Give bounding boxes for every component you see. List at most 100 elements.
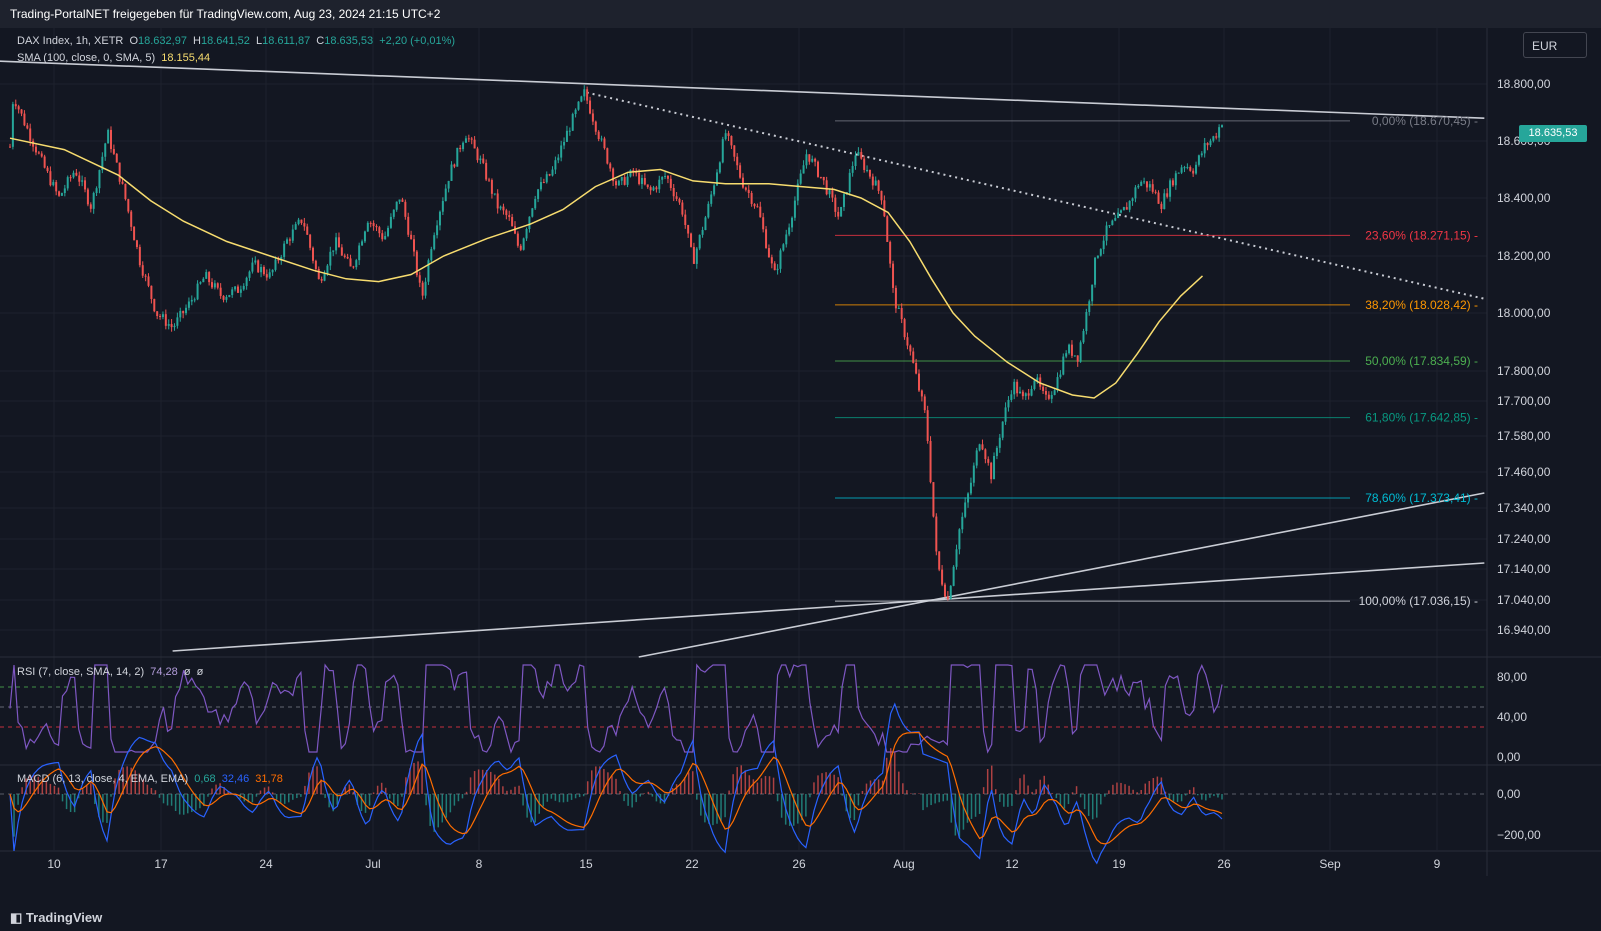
candle-body [603,138,606,149]
candle-body [698,234,701,249]
candle-body [998,437,1001,448]
candle-body [262,267,265,275]
trendlines [0,60,1485,658]
candle-body [1088,301,1091,313]
candle-body [765,229,768,249]
candle-body [993,455,996,480]
candle-body [430,249,433,261]
candle-body [629,170,632,177]
candle-body [747,189,750,193]
candle-body [825,180,828,195]
candle-body [300,219,303,224]
candle-body [499,206,502,209]
candle-body [1039,377,1042,387]
candle-body [378,227,381,234]
candle-body [1166,193,1169,197]
candle-body [594,121,597,132]
time-tick-label: 12 [1005,857,1019,871]
candle-body [401,199,404,202]
time-tick-label: 26 [792,857,806,871]
candle-body [450,164,453,181]
candle-body [949,585,952,599]
candle-body [915,362,918,374]
candle-body [104,143,107,157]
candle-body [525,228,528,239]
currency-button[interactable]: EUR [1523,32,1587,58]
candle-body [355,260,358,268]
candle-body [124,183,127,200]
candle-body [398,199,401,202]
fib-level-label: 38,20% (18.028,42) - [1365,298,1478,312]
time-tick-label: 10 [47,857,61,871]
candle-body [1094,257,1097,285]
candle-body [643,178,646,185]
candle-body [375,226,378,228]
candle-body [941,569,944,585]
candle-body [638,172,641,184]
candle-body [1073,355,1076,357]
macd-tick-label: 0,00 [1497,787,1521,801]
candle-body [805,154,808,166]
candle-body [923,396,926,411]
last-price-tag: 18.635,53 [1519,125,1587,142]
price-tick-label: 16.940,00 [1497,623,1551,637]
candle-body [967,493,970,503]
candle-body [335,237,338,251]
candle-body [1016,381,1019,394]
candle-body [433,235,436,250]
candle-body [306,226,309,235]
rsi-line [9,663,1223,754]
candle-body [462,142,465,150]
macd-label: MACD (6, 13, close, 4, EMA, EMA) [17,773,189,785]
candle-body [228,295,231,297]
candle-body [871,176,874,186]
candle-body [563,141,566,146]
candle-body [1163,193,1166,210]
candle-body [467,138,470,140]
rsi-tick-label: 80,00 [1497,670,1527,684]
candle-body [522,238,525,250]
candle-body [95,188,98,194]
candle-body [81,180,84,182]
candle-body [964,502,967,517]
candle-body [1206,143,1209,146]
candle-body [23,113,26,126]
candle-body [294,224,297,230]
candle-body [1203,143,1206,154]
candle-body [366,222,369,232]
candle-body [704,217,707,230]
macd-tick-label: −200,00 [1497,828,1541,842]
candle-body [185,307,188,314]
candle-body [395,201,398,210]
candle-body [173,325,176,328]
macd-legend: MACD (6, 13, close, 4, EMA, EMA) 0,68 32… [17,773,286,785]
candle-body [159,316,162,318]
candle-body [606,148,609,164]
candle-body [583,89,586,97]
candle-body [92,193,95,209]
candle-body [987,459,990,463]
candle-body [935,516,938,552]
candle-body [1065,353,1068,357]
price-chart[interactable]: 0,00% (18.670,45) - 23,60% (18.271,15) - 3… [0,28,1601,904]
candle-body [297,219,300,225]
candle-body [874,180,877,186]
candle-body [897,307,900,309]
candle-body [675,196,678,199]
candle-body [1180,167,1183,173]
candle-body [179,310,182,318]
rsi-tick-label: 0,00 [1497,750,1521,764]
candle-body [89,204,92,209]
candle-body [1120,210,1122,213]
candle-body [739,165,742,178]
candle-body [153,298,156,312]
tradingview-logo[interactable]: ◧ TradingView [10,910,102,926]
candle-body [343,255,346,257]
candle-body [20,109,23,114]
candle-body [34,146,37,153]
time-tick-label: 24 [259,857,273,871]
candle-body [187,301,190,308]
candle-body [421,282,424,296]
candle-body [710,194,713,204]
candle-body [436,225,439,236]
